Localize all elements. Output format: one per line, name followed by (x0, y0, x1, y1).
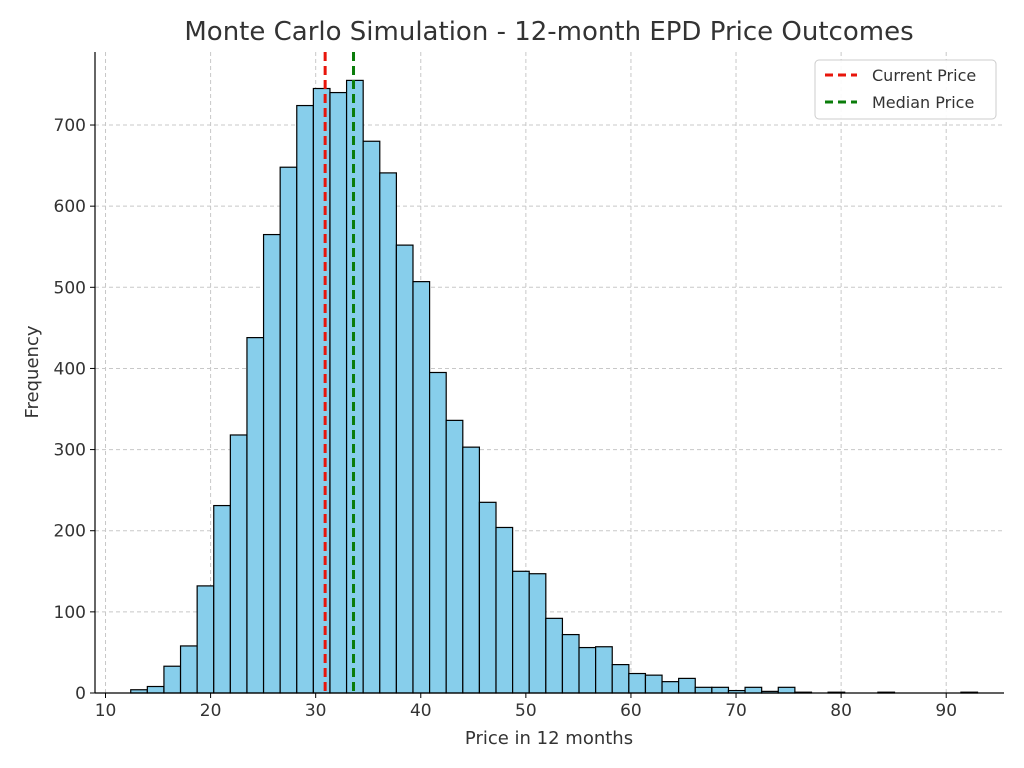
y-tick-label: 500 (54, 278, 86, 298)
histogram-bar (428, 371, 447, 694)
histogram-bar (246, 337, 265, 694)
x-tick-label: 80 (830, 701, 852, 721)
histogram-bar (528, 573, 547, 694)
histogram-bar (545, 617, 564, 694)
histogram-bar (578, 646, 597, 694)
ticks-layer: 10 20 30 40 50 60 70 80 90 0 100 200 300 400 500 600 700 (54, 116, 957, 721)
x-tick-label: 60 (620, 701, 642, 721)
x-tick-label: 30 (305, 701, 327, 721)
histogram-bar (229, 434, 248, 694)
legend-box (814, 59, 997, 120)
x-axis-label: Price in 12 months (465, 728, 633, 749)
histogram-bar (561, 633, 580, 694)
histogram-bar (379, 172, 397, 694)
histogram-bar (711, 686, 730, 694)
histogram-bar (213, 504, 231, 694)
chart-title: Monte Carlo Simulation - 12-month EPD Pr… (184, 17, 913, 47)
histogram-bar (196, 585, 215, 694)
histogram-bar (296, 104, 314, 694)
histogram-bar (312, 87, 331, 694)
y-tick-label: 600 (54, 197, 86, 217)
histogram-bar (478, 501, 497, 694)
bars-layer (130, 79, 979, 694)
x-tick-label: 50 (515, 701, 537, 721)
x-tick-label: 70 (725, 701, 747, 721)
histogram-bar (495, 526, 514, 694)
histogram-bar (694, 686, 713, 694)
y-tick-label: 0 (75, 684, 86, 704)
y-tick-label: 200 (54, 522, 86, 542)
y-tick-label: 300 (54, 441, 86, 461)
x-tick-label: 40 (410, 701, 432, 721)
histogram-bar (644, 674, 663, 694)
x-tick-label: 10 (95, 701, 117, 721)
histogram-bar (445, 419, 464, 694)
y-tick-label: 100 (54, 603, 86, 623)
legend: Current Price Median Price (814, 59, 997, 120)
x-tick-label: 20 (200, 701, 222, 721)
histogram-bar (362, 140, 381, 694)
histogram-bar (595, 646, 613, 694)
reference-lines-layer (323, 52, 356, 693)
legend-label-median-price: Median Price (872, 93, 974, 112)
histogram-bar (146, 685, 165, 694)
histogram-bar (628, 672, 647, 694)
legend-label-current-price: Current Price (872, 66, 976, 85)
axes-layer (94, 52, 1004, 694)
histogram-bar (512, 570, 530, 694)
histogram-bar (163, 665, 182, 694)
histogram-bar (744, 686, 763, 694)
histogram-bar (661, 681, 680, 694)
histogram-bar (262, 233, 281, 694)
y-tick-label: 700 (54, 116, 86, 136)
histogram-bar (462, 446, 481, 694)
histogram-bar (412, 281, 431, 694)
histogram-bar (777, 686, 796, 694)
y-axis-label: Frequency (22, 325, 43, 418)
histogram-bar (678, 677, 696, 694)
histogram-bar (179, 645, 198, 694)
y-tick-label: 400 (54, 359, 86, 379)
histogram-bar (329, 91, 348, 694)
histogram-bar (395, 244, 414, 694)
histogram-bar (279, 166, 298, 694)
x-tick-label: 90 (935, 701, 957, 721)
histogram-bar (611, 664, 630, 694)
